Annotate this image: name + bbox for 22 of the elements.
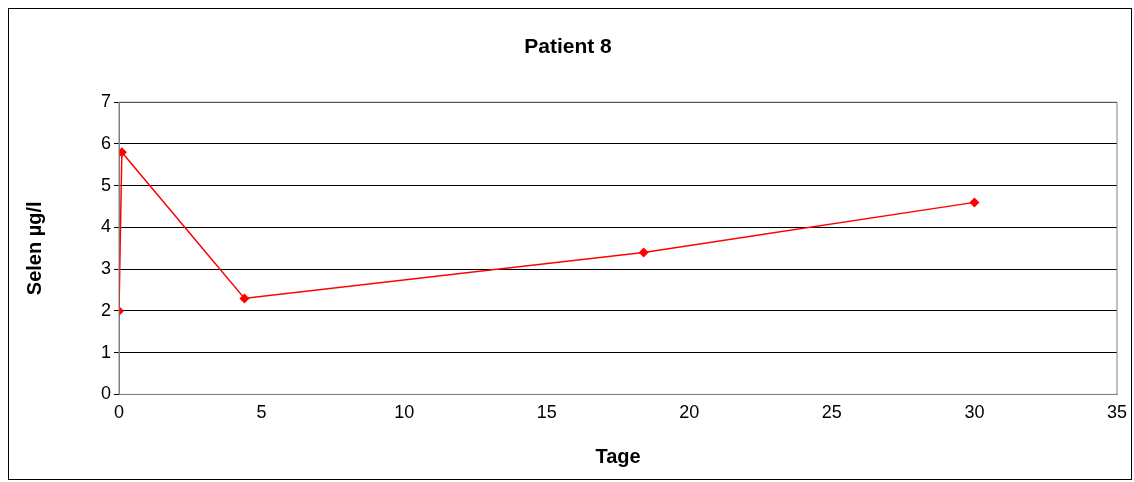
point: [239, 293, 250, 304]
y-tick-label: 1: [100, 341, 111, 362]
chart-title: Patient 8: [524, 34, 613, 58]
x-axis-title: Tage: [595, 444, 641, 467]
y-tick-label: 0: [100, 383, 111, 404]
y-tick-label: 3: [100, 258, 111, 279]
x-tick-label: 0: [113, 402, 125, 423]
y-tick-label: 6: [100, 132, 111, 153]
y-tick-label: 7: [100, 91, 111, 112]
x-tick-label: 10: [394, 402, 415, 423]
point: [969, 197, 980, 208]
x-tick-label: 35: [1106, 402, 1128, 423]
x-tick-label: 30: [964, 402, 985, 423]
y-axis-title: Selen µg/l: [22, 201, 45, 296]
y-tick-label: 2: [100, 299, 111, 320]
x-tick-label: 15: [536, 402, 557, 423]
point: [638, 247, 649, 258]
x-tick-label: 25: [821, 402, 842, 423]
x-tick-label: 5: [256, 402, 267, 423]
x-tick-label: 20: [679, 402, 700, 423]
y-tick-label: 5: [100, 174, 111, 195]
y-tick-label: 4: [100, 216, 111, 237]
